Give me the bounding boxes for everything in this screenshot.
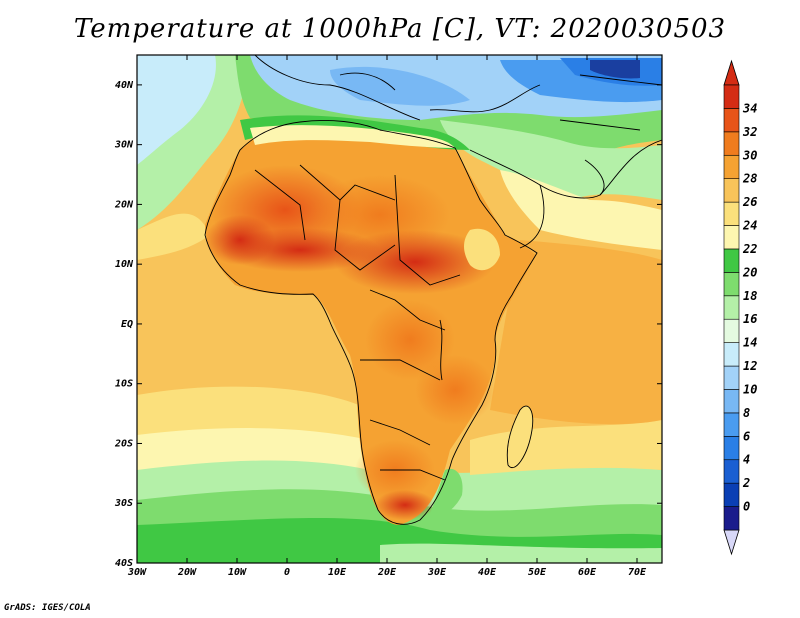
lat-tick-label: EQ: [121, 319, 133, 330]
colorbar-label: 0: [743, 500, 750, 514]
colorbar-label: 34: [742, 101, 757, 115]
lon-tick-label: 0: [284, 567, 290, 578]
colorbar-label: 24: [742, 219, 757, 233]
colorbar-swatch: [723, 389, 740, 414]
colorbar-swatch: [723, 365, 740, 390]
map-frame: [136, 54, 663, 564]
temperature-field: [137, 55, 662, 563]
colorbar-swatch: [723, 178, 740, 203]
colorbar-swatch: [723, 295, 740, 320]
colorbar-over-arrow: [723, 59, 740, 86]
colorbar-label: 8: [743, 406, 750, 420]
colorbar-under-arrow: [723, 529, 740, 556]
colorbar-swatch: [723, 84, 740, 109]
colorbar-swatch: [723, 506, 740, 531]
colorbar-label: 26: [742, 195, 757, 209]
colorbar-label: 18: [743, 289, 757, 303]
colorbar-label: 22: [742, 242, 757, 256]
lon-tick-label: 30E: [427, 567, 447, 578]
lon-tick-label: 70E: [628, 567, 647, 578]
colorbar-label: 30: [742, 148, 757, 162]
lat-tick-label: 20N: [114, 199, 134, 210]
latitude-axis: 40N 30N 20N 10N EQ 10S 20S 30S 40S: [114, 80, 662, 569]
colorbar-label: 2: [742, 476, 750, 490]
colorbar-label: 16: [743, 312, 757, 326]
colorbar-swatch: [723, 342, 740, 367]
lat-tick-label: 40S: [115, 558, 133, 569]
colorbar-label: 6: [743, 429, 750, 443]
longitude-axis: 30W 20W 10W 0 10E 20E 30E 40E 50E 60E 70E: [127, 55, 647, 578]
colorbar-label: 28: [742, 172, 757, 186]
colorbar-swatch: [723, 201, 740, 226]
colorbar-label: 4: [743, 453, 750, 467]
lon-tick-label: 10W: [228, 567, 247, 578]
lat-tick-label: 30S: [114, 498, 133, 509]
lat-tick-label: 20S: [114, 438, 133, 449]
chart-title: Temperature at 1000hPa [C], VT: 20200305…: [73, 14, 727, 44]
lat-tick-label: 10N: [115, 259, 134, 270]
lon-tick-label: 50E: [528, 567, 547, 578]
colorbar-swatch: [723, 318, 740, 343]
colorbar-swatch: [723, 272, 740, 297]
colorbar-label: 12: [743, 359, 757, 373]
lon-tick-label: 40E: [478, 567, 497, 578]
grads-credit: GrADS: IGES/COLA: [4, 603, 91, 613]
lon-tick-label: 60E: [578, 567, 597, 578]
colorbar-label: 20: [742, 265, 757, 279]
lon-tick-label: 30W: [127, 567, 147, 578]
colorbar-swatch: [723, 108, 740, 133]
lon-tick-label: 10E: [328, 567, 347, 578]
coastlines: [204, 55, 662, 525]
lon-tick-label: 20W: [177, 567, 197, 578]
colorbar-swatch: [723, 225, 740, 250]
lat-tick-label: 10S: [115, 379, 133, 390]
colorbar-label: 14: [743, 336, 757, 350]
colorbar-swatch: [723, 154, 740, 179]
colorbar-swatch: [723, 412, 740, 437]
colorbar-label: 32: [742, 125, 757, 139]
colorbar-label: 10: [743, 382, 757, 396]
colorbar-swatch: [723, 459, 740, 484]
colorbar-swatch: [723, 482, 740, 507]
colorbar-swatch: [723, 436, 740, 461]
lon-tick-label: 20E: [377, 567, 397, 578]
colorbar-swatch: [723, 131, 740, 156]
colorbar-swatch: [723, 248, 740, 273]
lat-tick-label: 40N: [115, 80, 134, 91]
lat-tick-label: 30N: [114, 140, 134, 151]
